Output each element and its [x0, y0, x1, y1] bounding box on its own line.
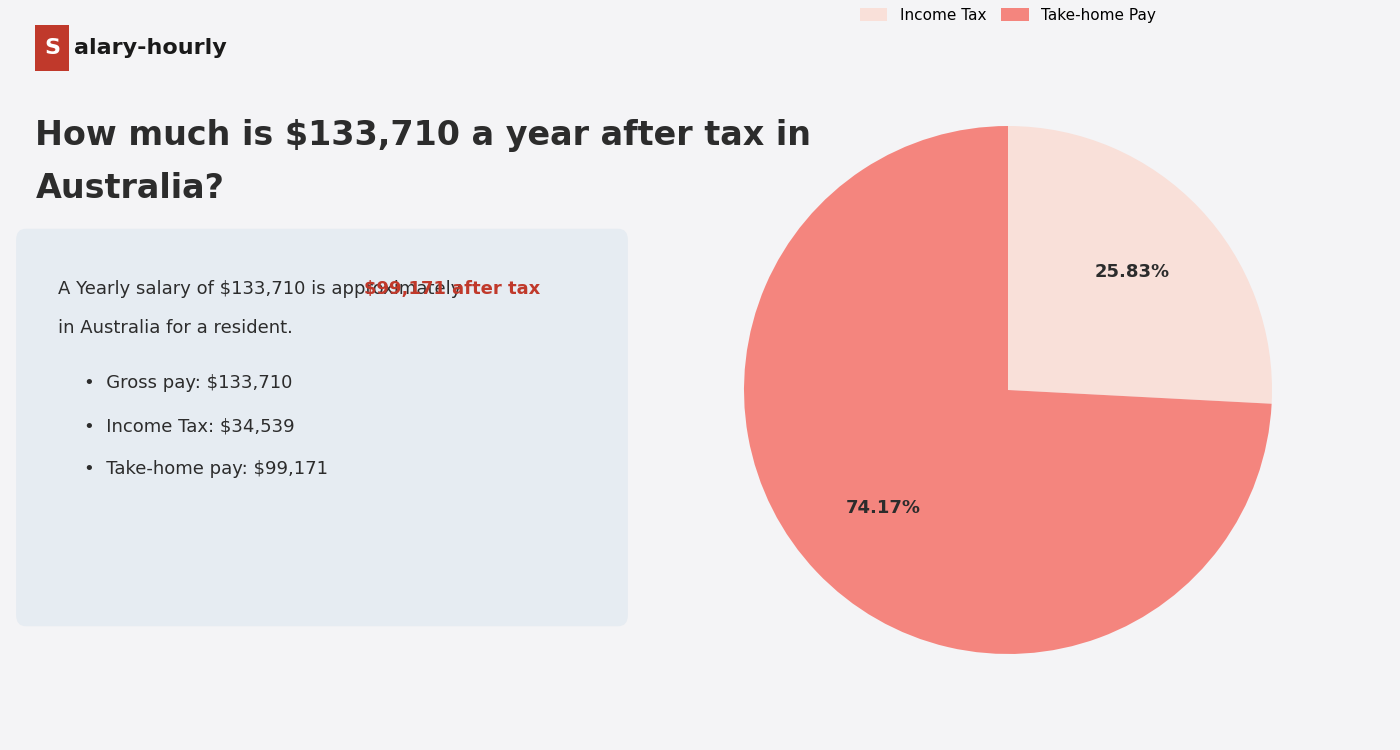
Text: 74.17%: 74.17% — [846, 500, 921, 517]
Text: •  Gross pay: $133,710: • Gross pay: $133,710 — [84, 374, 293, 392]
Legend: Income Tax, Take-home Pay: Income Tax, Take-home Pay — [854, 2, 1162, 29]
Text: Australia?: Australia? — [35, 172, 224, 206]
Text: How much is $133,710 a year after tax in: How much is $133,710 a year after tax in — [35, 118, 812, 152]
Text: •  Income Tax: $34,539: • Income Tax: $34,539 — [84, 417, 294, 435]
Text: A Yearly salary of $133,710 is approximately: A Yearly salary of $133,710 is approxima… — [57, 280, 468, 298]
Text: S: S — [45, 38, 60, 58]
FancyBboxPatch shape — [35, 25, 69, 71]
Text: •  Take-home pay: $99,171: • Take-home pay: $99,171 — [84, 460, 328, 478]
Wedge shape — [1008, 126, 1273, 404]
Text: $99,171 after tax: $99,171 after tax — [364, 280, 540, 298]
Wedge shape — [743, 126, 1271, 654]
Text: 25.83%: 25.83% — [1095, 262, 1170, 280]
FancyBboxPatch shape — [17, 229, 629, 626]
Text: in Australia for a resident.: in Australia for a resident. — [57, 320, 293, 338]
Text: alary-hourly: alary-hourly — [74, 38, 227, 58]
